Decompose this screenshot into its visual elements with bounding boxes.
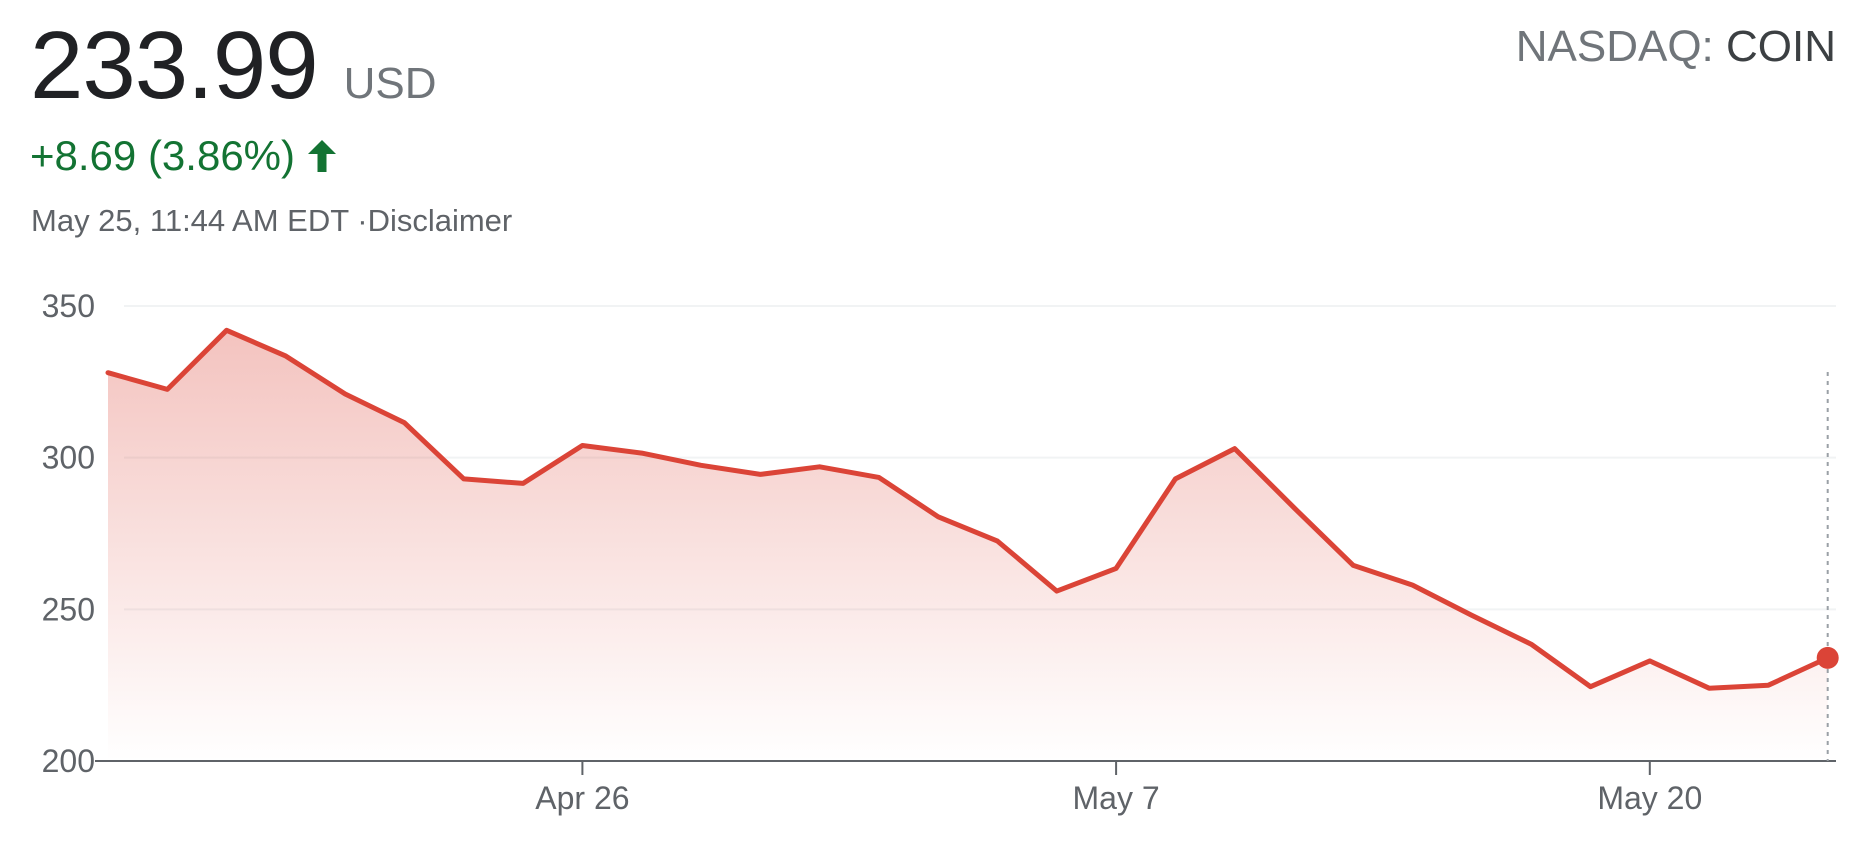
price-change-value: +8.69 (3.86%) (30, 132, 296, 179)
y-tick-label: 350 (42, 288, 95, 324)
y-tick-label: 200 (42, 743, 95, 779)
x-tick-label: May 7 (1073, 780, 1160, 816)
last-price-marker[interactable] (1816, 646, 1839, 669)
y-axis-labels: 200 250 300 350 (42, 288, 95, 779)
price-area-fill (108, 330, 1828, 761)
current-price: 233.99 (30, 12, 319, 119)
y-tick-label: 300 (42, 440, 95, 476)
currency-label: USD (343, 59, 437, 108)
price-header: 233.99 USD (30, 10, 437, 122)
x-tick-label: May 20 (1597, 780, 1702, 816)
exchange-name: NASDAQ: (1515, 22, 1714, 71)
quote-timestamp: May 25, 11:44 AM EDT · (31, 203, 368, 238)
disclaimer-link[interactable]: Disclaimer (367, 203, 513, 238)
quote-meta: May 25, 11:44 AM EDT ·Disclaimer (31, 203, 512, 239)
x-axis-ticks: Apr 26 May 7 May 20 (535, 761, 1702, 816)
ticker-symbol: COIN (1726, 22, 1836, 71)
price-chart[interactable]: 200 250 300 350 Apr 26 May 7 May 20 (0, 270, 1867, 830)
ticker-label: NASDAQ: COIN (1516, 22, 1836, 72)
y-tick-label: 250 (42, 591, 95, 627)
price-change: +8.69 (3.86%) (30, 132, 337, 180)
arrow-up-icon (308, 140, 337, 172)
price-line (105, 327, 1831, 691)
x-tick-label: Apr 26 (535, 780, 629, 816)
